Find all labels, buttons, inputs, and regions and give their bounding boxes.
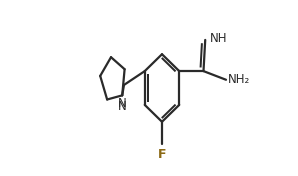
Text: NH₂: NH₂ xyxy=(228,73,250,86)
Text: NH: NH xyxy=(209,32,227,45)
Text: F: F xyxy=(158,148,166,161)
Text: N: N xyxy=(118,97,127,110)
Text: N: N xyxy=(118,100,127,113)
